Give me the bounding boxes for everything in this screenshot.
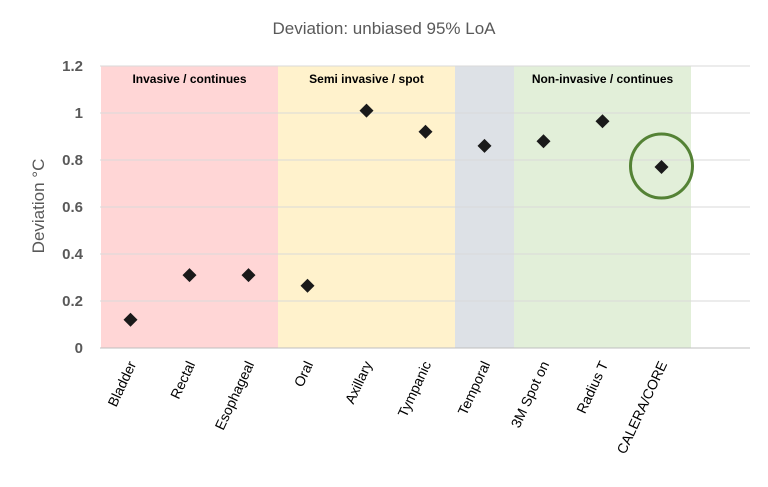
- highlight-circle-group: [629, 132, 694, 200]
- x-tick-label-5: Tympanic: [394, 359, 434, 420]
- region-label-0: Invasive / continues: [132, 72, 246, 86]
- data-point-6: [477, 138, 492, 153]
- data-point-9: [654, 160, 669, 175]
- x-tick-label-0: Bladder: [104, 358, 139, 409]
- y-tick-label-0: 0: [75, 340, 83, 357]
- y-tick-label-2: 0.4: [62, 246, 84, 263]
- x-tick-label-4: Axillary: [342, 359, 376, 407]
- x-tick-label-3: Oral: [291, 359, 317, 390]
- region-label-1: Semi invasive / spot: [309, 72, 424, 86]
- x-tick-label-9: CALERA/CORE: [613, 359, 670, 457]
- x-tick-label-7: 3M Spot on: [507, 359, 552, 431]
- y-tick-label-3: 0.6: [62, 199, 83, 216]
- chart-title: Deviation: unbiased 95% LoA: [272, 19, 496, 38]
- highlight-circle: [629, 132, 694, 200]
- data-point-0: [123, 312, 138, 327]
- y-axis-label: Deviation °C: [29, 159, 48, 254]
- x-tick-label-6: Temporal: [454, 359, 493, 418]
- x-tick-label-1: Rectal: [167, 359, 198, 402]
- y-tick-label-6: 1.2: [62, 58, 83, 75]
- gridlines: [100, 65, 750, 349]
- data-point-4: [359, 103, 374, 118]
- data-point-1: [182, 268, 197, 283]
- x-tick-label-8: Radius T: [573, 358, 611, 416]
- data-points: [123, 103, 669, 327]
- data-point-5: [418, 124, 433, 139]
- data-point-8: [595, 114, 610, 129]
- y-tick-labels: 0 0.2 0.4 0.6 0.8 1 1.2: [62, 58, 84, 357]
- data-point-7: [536, 134, 551, 149]
- x-tick-label-2: Esophageal: [211, 359, 257, 433]
- y-tick-label-1: 0.2: [62, 293, 83, 310]
- x-tick-labels: Bladder Rectal Esophageal Oral Axillary Tympa…: [104, 358, 670, 456]
- region-label-3: Non-invasive / continues: [532, 72, 674, 86]
- data-point-3: [300, 278, 315, 293]
- y-tick-label-5: 1: [75, 105, 83, 122]
- y-tick-label-4: 0.8: [62, 152, 83, 169]
- data-point-2: [241, 268, 256, 283]
